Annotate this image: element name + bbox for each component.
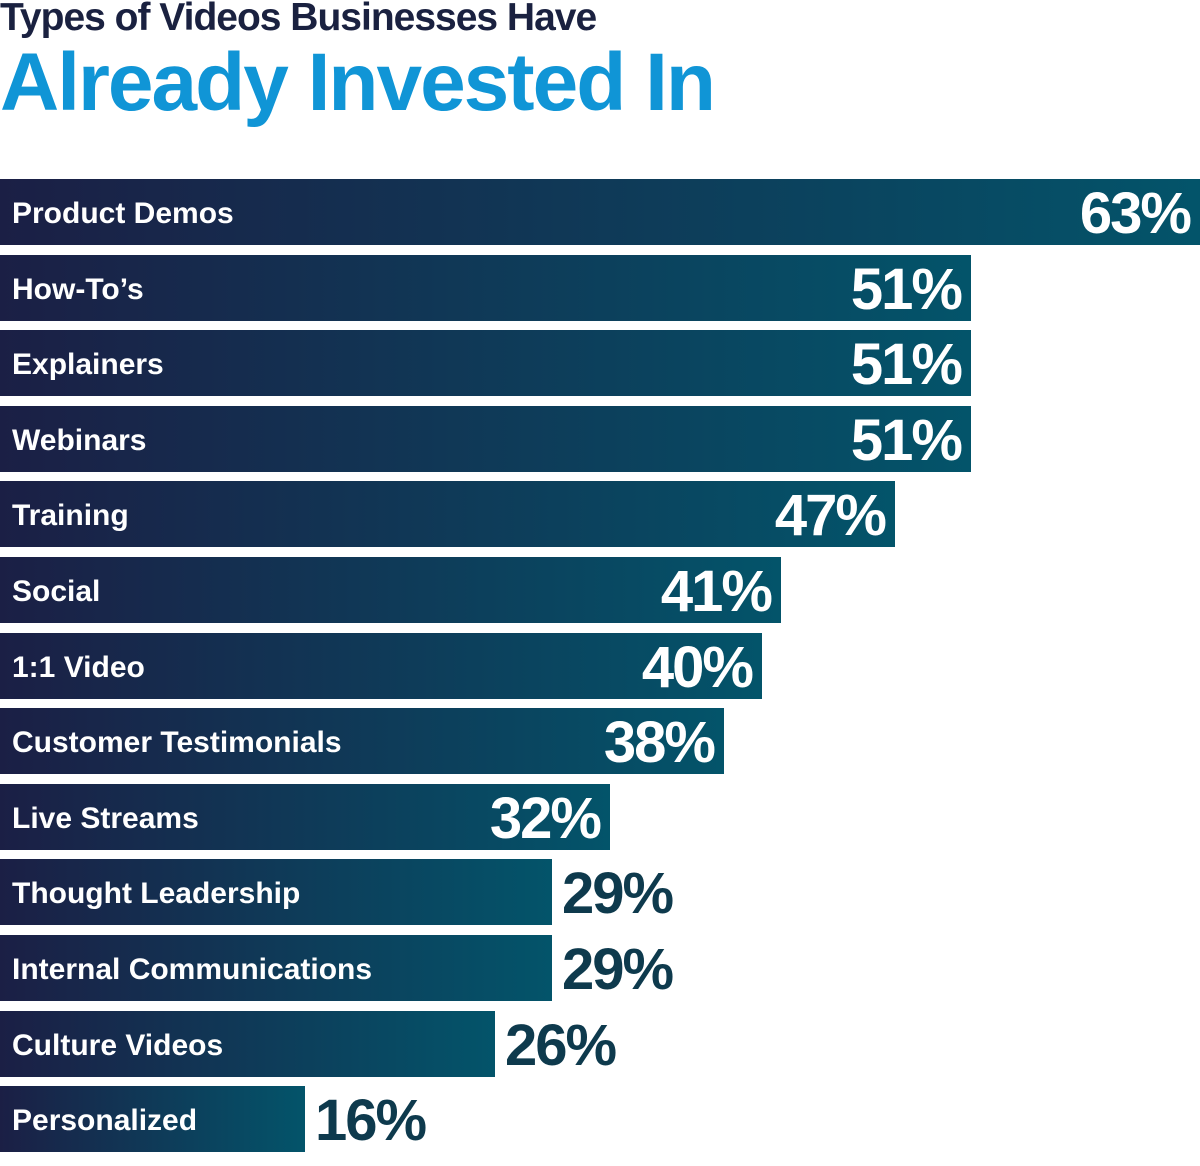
bar-row: Culture Videos 26% [0,1011,619,1078]
bar-category-label: How-To’s [12,273,144,306]
bar-value-label: 29% [562,937,674,1002]
bar [0,784,610,850]
bar-row: Social 41% [0,557,781,624]
bar [0,1011,495,1077]
bar-category-label: Explainers [12,348,164,381]
bar [0,481,895,547]
bar-value-label: 40% [642,635,754,700]
bar-value-label: 51% [851,332,963,397]
bar-category-label: Customer Testimonials [12,726,342,759]
bar-value-label: 63% [1080,181,1192,246]
bar-row: How-To’s 51% [0,255,971,322]
bar-value-label: 47% [775,483,887,548]
bar-value-label: 29% [562,861,674,926]
bar [0,557,781,623]
bar-value-label: 41% [661,559,773,624]
bar [0,1086,305,1152]
bar-value-label: 32% [490,786,602,851]
bar-category-label: 1:1 Video [12,651,145,684]
bar-category-label: Webinars [12,424,147,457]
bar-group: Product Demos 63% How-To’s 51% Explainers 51%… [0,179,1200,1153]
bar-row: Product Demos 63% [0,179,1200,246]
bar-category-label: Training [12,499,129,532]
bar [0,330,971,396]
bar-category-label: Social [12,575,100,608]
bar-value-label: 51% [851,408,963,473]
bar-row: Live Streams 32% [0,784,610,851]
bar [0,633,762,699]
bar [0,859,552,925]
bar-value-label: 16% [315,1088,427,1153]
bar-category-label: Live Streams [12,802,199,835]
bar-row: Webinars 51% [0,406,971,473]
bar-row: Training 47% [0,481,895,548]
bar-value-label: 38% [604,710,716,775]
bar [0,935,552,1001]
bar-value-label: 51% [851,257,963,322]
bar-category-label: Internal Communications [12,953,372,986]
chart-title-line-2: Already Invested In [0,37,716,128]
bar [0,255,971,321]
bar-value-label: 26% [505,1013,617,1078]
chart-title-line-1: Types of Videos Businesses Have [0,0,597,39]
bar-row: Explainers 51% [0,330,971,397]
bar-row: Internal Communications 29% [0,935,676,1002]
bar-category-label: Culture Videos [12,1029,223,1062]
bar [0,708,724,774]
bar [0,179,1200,245]
bar-category-label: Personalized [12,1104,197,1137]
bar-row: Personalized 16% [0,1086,429,1153]
bar-category-label: Product Demos [12,197,234,230]
bar-row: 1:1 Video 40% [0,633,762,700]
bar [0,406,971,472]
bar-row: Customer Testimonials 38% [0,708,724,775]
bar-row: Thought Leadership 29% [0,859,676,926]
bar-category-label: Thought Leadership [12,877,300,910]
